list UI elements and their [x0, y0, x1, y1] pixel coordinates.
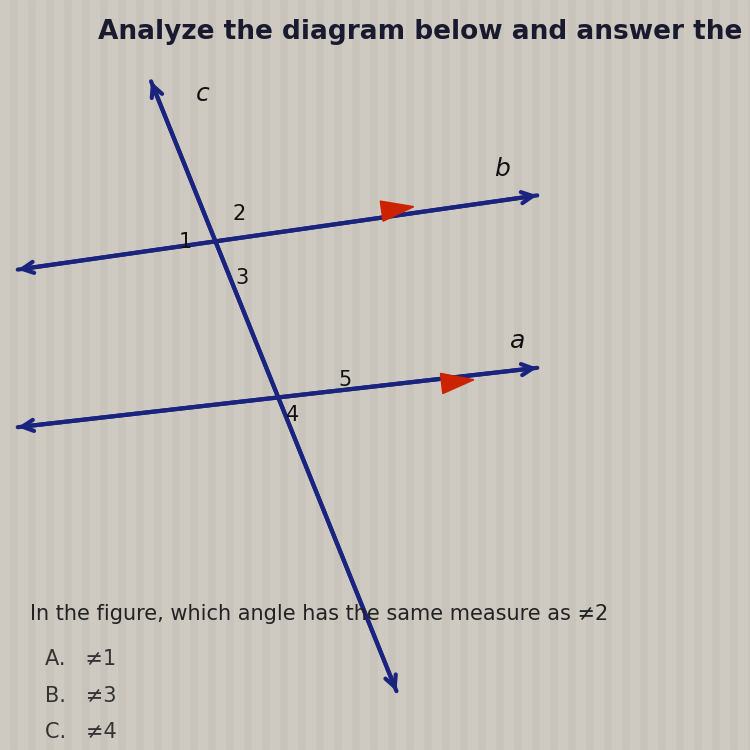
Bar — [468, 0, 477, 750]
Text: 4: 4 — [286, 405, 299, 424]
Bar — [18, 0, 27, 750]
Text: In the figure, which angle has the same measure as ≠2: In the figure, which angle has the same … — [30, 604, 608, 624]
Bar — [108, 0, 117, 750]
Bar — [198, 0, 207, 750]
Bar — [648, 0, 657, 750]
Text: 5: 5 — [338, 370, 352, 390]
Bar — [504, 0, 513, 750]
Bar — [288, 0, 297, 750]
Bar — [576, 0, 585, 750]
Bar — [216, 0, 225, 750]
Bar — [234, 0, 243, 750]
Bar — [738, 0, 747, 750]
Bar — [126, 0, 135, 750]
Bar — [324, 0, 333, 750]
Bar — [144, 0, 153, 750]
Text: B.   ≠3: B. ≠3 — [45, 686, 116, 706]
Bar — [36, 0, 45, 750]
Bar — [630, 0, 639, 750]
Bar — [306, 0, 315, 750]
Bar — [612, 0, 621, 750]
Bar — [252, 0, 261, 750]
Bar — [378, 0, 387, 750]
Text: 2: 2 — [232, 205, 246, 224]
Text: b: b — [494, 157, 511, 181]
Text: 1: 1 — [178, 232, 192, 252]
Bar — [396, 0, 405, 750]
Bar — [540, 0, 549, 750]
Text: 3: 3 — [236, 268, 249, 287]
Bar — [702, 0, 711, 750]
Bar — [360, 0, 369, 750]
Bar — [450, 0, 459, 750]
Bar — [270, 0, 279, 750]
Text: C.   ≠4: C. ≠4 — [45, 722, 117, 742]
Bar — [54, 0, 63, 750]
Polygon shape — [380, 201, 414, 221]
Bar — [414, 0, 423, 750]
Bar — [684, 0, 693, 750]
Bar — [558, 0, 567, 750]
Bar — [90, 0, 99, 750]
Bar — [180, 0, 189, 750]
Bar — [666, 0, 675, 750]
Bar — [522, 0, 531, 750]
Bar — [486, 0, 495, 750]
Bar — [342, 0, 351, 750]
Bar — [0, 0, 9, 750]
Polygon shape — [440, 374, 474, 394]
Text: Analyze the diagram below and answer the: Analyze the diagram below and answer the — [98, 19, 742, 45]
Bar — [72, 0, 81, 750]
Bar — [432, 0, 441, 750]
Bar — [594, 0, 603, 750]
Text: c: c — [196, 82, 209, 106]
Bar — [720, 0, 729, 750]
Text: a: a — [510, 329, 525, 353]
Text: A.   ≠1: A. ≠1 — [45, 649, 116, 669]
Bar — [162, 0, 171, 750]
